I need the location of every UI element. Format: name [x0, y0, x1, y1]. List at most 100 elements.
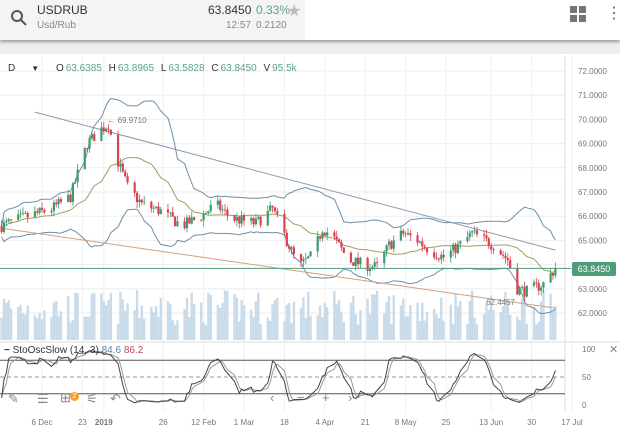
volume-bar [183, 309, 186, 340]
candle-body [418, 241, 421, 243]
volume-bar [551, 310, 555, 340]
volume-bar [292, 301, 296, 340]
settings-sliders-icon[interactable]: ⚟ [86, 391, 98, 406]
pencil-icon[interactable]: ✎ [8, 391, 19, 406]
zoom-in-button[interactable]: + [322, 390, 330, 405]
candle-body [404, 233, 407, 235]
candle-body [337, 239, 341, 243]
candle-body [376, 262, 379, 264]
candle-body [93, 134, 96, 141]
volume-value: 95.5k [272, 63, 297, 74]
volume-bar [152, 312, 155, 340]
volume-bar [406, 316, 410, 340]
candle-body [121, 163, 124, 172]
add-study-icon[interactable]: ⊞ [60, 390, 71, 405]
interval-selector[interactable]: D [8, 63, 16, 74]
stochastic-tick-label: 0 [582, 401, 587, 410]
undo-icon[interactable]: ↶ [110, 391, 121, 406]
volume-bar [489, 295, 493, 340]
volume-bar [121, 299, 125, 340]
volume-bar [516, 316, 519, 340]
candle-body [535, 282, 538, 284]
candle-body [302, 259, 305, 262]
candle-body [387, 241, 391, 246]
candle-body [171, 212, 174, 217]
stochastic-k-line [1, 350, 556, 404]
more-vertical-icon[interactable]: ⋮ [606, 5, 620, 22]
volume-bar [359, 310, 362, 340]
star-icon[interactable]: ★ [287, 3, 302, 20]
collapse-icon[interactable]: − [4, 345, 10, 356]
volume-bar [366, 298, 369, 340]
volume-bar [554, 305, 557, 340]
candle-body [433, 252, 436, 258]
zoom-out-button[interactable]: − [297, 390, 305, 405]
nav-prev-button[interactable]: ‹ [270, 390, 275, 405]
candle-body [233, 215, 236, 221]
volume-bar [235, 297, 239, 340]
list-icon[interactable]: ☰ [37, 391, 49, 406]
volume-bar [26, 305, 29, 340]
volume-bar [0, 317, 3, 340]
date-tick-label: 4 Apr [315, 418, 334, 427]
volume-bar [154, 306, 158, 340]
candle-body [390, 241, 393, 249]
candle-body [525, 285, 528, 297]
candle-body [269, 205, 272, 211]
candle-body [219, 200, 222, 211]
candle-body [193, 217, 196, 220]
volume-bar [409, 305, 412, 340]
volume-bar [440, 297, 443, 340]
quote-panel[interactable]: USDRUB Usd/Rub 63.8450 0.33% 12:57 0.212… [0, 0, 305, 40]
candle-body [290, 247, 293, 249]
candle-body [40, 207, 44, 210]
candle-body [242, 215, 246, 221]
volume-bar [71, 319, 75, 340]
volume-bar [5, 302, 8, 340]
quote-time: 12:57 [226, 20, 252, 31]
candle-body [473, 230, 476, 232]
volume-bar [209, 295, 212, 340]
price-tick-label: 70.0000 [578, 115, 607, 124]
candle-body [124, 171, 127, 177]
candle-body [2, 222, 6, 232]
candle-body [520, 286, 524, 288]
stochastic-name[interactable]: StoOscSlow (14, 3) [12, 345, 99, 356]
candle-body [266, 210, 269, 226]
candle-body [240, 215, 243, 224]
candle-body [373, 262, 376, 267]
candle-body [309, 251, 312, 257]
candle-body [90, 134, 94, 139]
close-icon[interactable]: ✕ [609, 344, 619, 356]
stochastic-tick-label: 100 [582, 345, 596, 354]
volume-bar [532, 306, 536, 340]
candle-body [409, 233, 412, 236]
volume-bar [323, 302, 327, 340]
candle-body [226, 209, 229, 216]
candle-body [421, 241, 424, 247]
stochastic-legend: − StoOscSlow (14, 3) 84.6 86.2 [4, 345, 143, 356]
candle-body [340, 242, 343, 248]
grid-icon[interactable] [570, 6, 586, 22]
volume-bar [57, 316, 60, 340]
volume-bar [435, 314, 438, 340]
candle-body [74, 182, 77, 184]
caret-down-icon[interactable]: ▼ [31, 64, 40, 73]
nav-next-button[interactable]: › [348, 390, 353, 405]
candle-body [402, 230, 405, 234]
volume-bar [499, 312, 502, 340]
volume-bar [352, 295, 355, 340]
candle-body [24, 212, 27, 214]
volume-bar [207, 292, 210, 340]
study-count-badge: 2 [70, 392, 79, 401]
volume-bar [302, 297, 305, 340]
candle-body [190, 217, 193, 224]
candle-body [102, 127, 105, 132]
volume-bar [316, 315, 319, 340]
close-value: 63.8450 [220, 63, 257, 74]
volume-bar [539, 301, 543, 340]
candle-body [321, 232, 324, 239]
candle-body [459, 241, 462, 244]
search-icon[interactable] [10, 9, 28, 27]
